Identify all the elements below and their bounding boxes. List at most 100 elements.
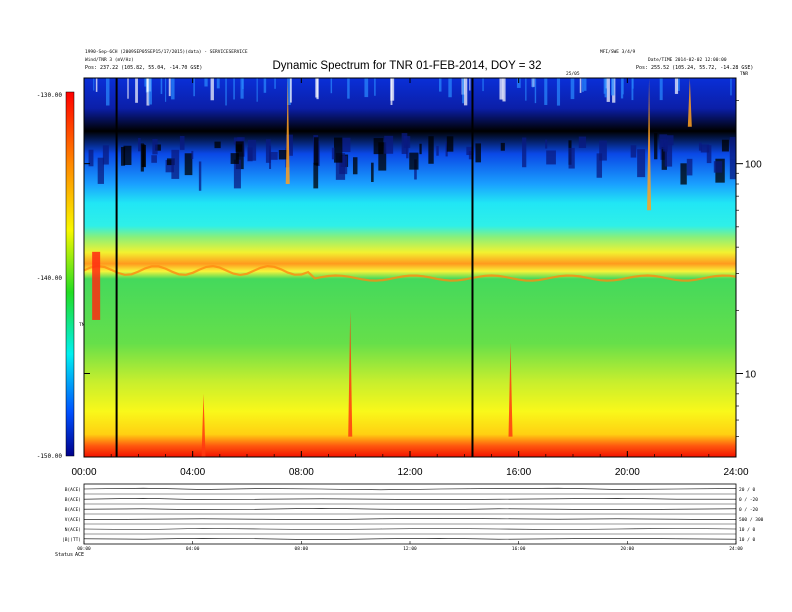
bottom-x-tick-label: 12:00 xyxy=(403,546,417,552)
spectrogram-dark-streak xyxy=(121,146,126,166)
spectrogram-dark-streak xyxy=(654,133,658,160)
panel-series-line xyxy=(83,537,737,541)
plasma-line xyxy=(84,264,736,282)
spectrogram-dark-streak xyxy=(191,150,194,159)
spectrogram-dark-streak xyxy=(152,139,158,155)
panel-series-line xyxy=(83,517,737,521)
spectrogram-dark-streak xyxy=(596,153,603,178)
spectrogram-light-streak xyxy=(216,78,220,89)
spectrogram-dark-streak xyxy=(706,145,712,164)
spectrogram-dark-streak xyxy=(468,151,474,160)
spectrogram-light-streak xyxy=(620,78,624,99)
spectrogram-dark-streak xyxy=(233,137,243,145)
panel-label: B(ACE) xyxy=(65,487,81,493)
spectrogram-dark-streak xyxy=(269,151,278,160)
panel-right-label: 10 / 0 xyxy=(739,527,756,533)
spectrogram-light-streak xyxy=(263,78,267,93)
bottom-x-tick-label: 08:00 xyxy=(295,546,309,552)
spectrogram-light-streak xyxy=(469,78,471,91)
spectrogram-light-streak xyxy=(534,78,537,104)
panel-right-label: 500 / 300 xyxy=(739,517,764,523)
panel-label: |B|(TT) xyxy=(62,537,81,543)
spectrogram-dark-streak xyxy=(285,134,293,156)
panel-right-label: 20 / 0 xyxy=(739,487,756,493)
spectrogram-light-streak xyxy=(499,78,504,100)
spectrogram-light-streak xyxy=(287,78,291,105)
spectrogram-dark-streak xyxy=(313,162,319,189)
emission-burst xyxy=(647,78,652,211)
spectrogram-dark-streak xyxy=(445,141,448,157)
x-tick-label: 20:00 xyxy=(615,467,640,478)
spectrogram-light-streak xyxy=(210,78,214,101)
spectrogram-dark-streak xyxy=(184,153,193,176)
spectrogram-dark-streak xyxy=(102,145,109,165)
spectrogram-dark-streak xyxy=(265,139,271,163)
x-tick-label: 12:00 xyxy=(397,467,422,478)
spectrogram-light-streak xyxy=(730,78,732,96)
spectrogram-dark-streak xyxy=(151,155,157,163)
spectrogram-dark-streak xyxy=(401,133,408,154)
spectrogram-dark-streak xyxy=(637,149,646,178)
spectrogram-light-streak xyxy=(289,78,292,103)
emission-burst xyxy=(508,342,513,437)
spectrogram-light-streak xyxy=(448,78,452,98)
spectrogram-dark-streak xyxy=(214,141,221,149)
spectrogram-dark-streak xyxy=(141,145,147,168)
spectrogram-light-streak xyxy=(160,78,163,94)
spectrogram-dark-streak xyxy=(179,135,185,150)
spectrogram-dark-streak xyxy=(409,152,419,170)
spectrogram-dark-streak xyxy=(666,135,674,146)
spectrogram-dark-streak xyxy=(568,147,575,169)
spectrogram-light-streak xyxy=(165,78,167,102)
panel-label: N(ACE) xyxy=(65,527,81,533)
spectrogram-dark-streak xyxy=(700,144,710,153)
spectrogram-light-streak xyxy=(127,78,129,99)
panel-series-line xyxy=(83,487,737,491)
spectrogram-light-streak xyxy=(677,78,680,91)
spectrogram-light-streak xyxy=(374,78,376,96)
spectrogram-light-streak xyxy=(347,78,350,99)
spectrogram-dark-streak xyxy=(341,137,351,153)
panel-label: V(ACE) xyxy=(65,517,81,523)
spectrogram-dark-streak xyxy=(331,147,335,160)
spectrogram-dark-streak xyxy=(155,144,161,151)
spectrogram-light-streak xyxy=(606,78,610,102)
colorbar-tick-mid: -140.00 xyxy=(37,275,63,282)
spectrogram-dark-streak xyxy=(335,153,346,180)
spectrogram-dark-streak xyxy=(578,136,587,148)
spectrogram-light-streak xyxy=(390,78,393,106)
spectrogram-dark-streak xyxy=(546,150,556,165)
spectrogram-light-streak xyxy=(570,78,575,100)
spectrogram-light-streak xyxy=(631,78,634,101)
spectrogram-dark-streak xyxy=(269,145,272,169)
header-right-line-1: MFI/SWE 3/4/9 xyxy=(600,49,636,55)
spectrogram-dark-streak xyxy=(371,162,374,182)
spectrogram-dark-streak xyxy=(278,150,289,160)
spectrogram-light-streak xyxy=(144,78,147,87)
spectrogram-light-streak xyxy=(659,78,663,101)
spectrogram-dark-streak xyxy=(230,153,239,164)
spectrogram-dark-streak xyxy=(166,158,175,166)
spectrogram-dark-streak xyxy=(165,159,174,173)
spectrogram-light-streak xyxy=(135,78,138,103)
spectrogram-light-streak xyxy=(463,78,468,106)
spectrogram-light-streak xyxy=(581,78,584,92)
spectrogram-light-streak xyxy=(330,78,333,94)
spectrogram-dark-streak xyxy=(88,149,94,167)
spectrogram-dark-streak xyxy=(729,137,736,160)
spectrogram-light-streak xyxy=(316,78,319,100)
spectrogram-light-streak xyxy=(544,78,548,105)
spectrogram-dark-streak xyxy=(446,136,454,152)
top-axis-marker: 25/05 xyxy=(566,71,580,77)
x-tick-label: 00:00 xyxy=(71,467,96,478)
spectrogram-dark-streak xyxy=(500,142,505,151)
panel-right-label: 10 / 0 xyxy=(739,537,756,543)
header-left-line-3: Pos: 237.22 (105.82, 55.04, -14.70 GSE) xyxy=(85,65,202,71)
spectrogram-dark-streak xyxy=(686,158,693,176)
spectrogram-dark-streak xyxy=(334,137,343,163)
spectrogram-dark-streak xyxy=(680,163,687,185)
x-tick-label: 08:00 xyxy=(289,467,314,478)
spectrogram-dark-streak xyxy=(436,145,439,156)
spectrogram-light-streak xyxy=(610,78,615,96)
